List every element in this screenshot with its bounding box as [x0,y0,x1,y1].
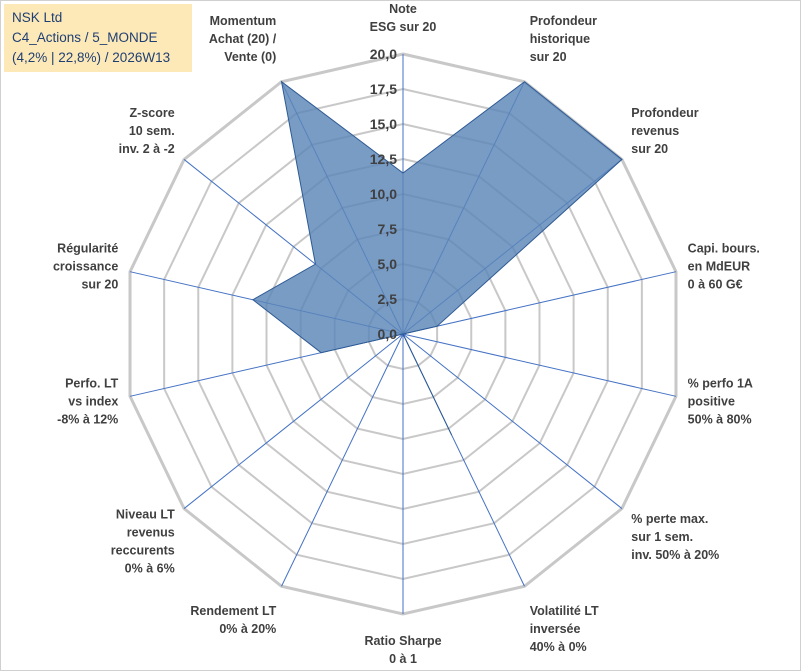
category-label: C4_Actions / 5_MONDE [12,30,158,45]
axis-label: % perfo 1A positive 50% à 80% [688,377,753,427]
axis-label: Note ESG sur 20 [370,2,437,34]
axis-label-layer: Note ESG sur 20 Profondeur historique sur 20… [53,2,760,666]
tick-label: 5,0 [378,256,398,272]
period-label: (4,2% | 22,8%) / 2026W13 [12,50,171,65]
tick-label: 15,0 [370,116,397,132]
tick-label: 12,5 [370,151,397,167]
tick-label: 2,5 [378,291,398,307]
axis-label: Niveau LT revenus reccurents 0% à 6% [111,508,175,576]
axis-spoke [183,333,404,509]
tick-layer: 0,0 2,5 5,0 7,5 10,0 12,5 15,0 17,5 20,0 [370,46,397,342]
axis-label: Rendement LT 0% à 20% [190,604,276,636]
axis-label: Capi. bours. en MdEUR 0 à 60 G€ [688,241,760,291]
axis-label: Régularité croissance sur 20 [53,241,118,291]
series-area [251,80,623,436]
axis-spoke [402,271,677,335]
axis-spoke [402,333,623,509]
tick-label: 20,0 [370,46,397,62]
tick-label: 7,5 [378,221,398,237]
tick-label: 0,0 [378,326,398,342]
axis-label: Ratio Sharpe 0 à 1 [364,634,441,666]
axis-label: Z-score 10 sem. inv. 2 à -2 [119,106,175,156]
axis-label: % perte max. sur 1 sem. inv. 50% à 20% [631,512,719,562]
series-layer [251,80,623,436]
axis-spoke [281,333,404,587]
axis-spoke [402,333,677,397]
axis-label: Perfo. LT vs index -8% à 12% [57,377,119,427]
axis-label: Volatilité LT inversée 40% à 0% [530,604,599,654]
axis-label: Profondeur historique sur 20 [530,14,597,64]
axis-label: Momentum Achat (20) / Vente (0) [209,14,277,64]
tick-label: 10,0 [370,186,397,202]
info-box: NSK Ltd C4_Actions / 5_MONDE (4,2% | 22,… [4,4,192,72]
company-name: NSK Ltd [12,10,63,25]
tick-label: 17,5 [370,81,397,97]
axis-label: Profondeur revenus sur 20 [631,106,698,156]
